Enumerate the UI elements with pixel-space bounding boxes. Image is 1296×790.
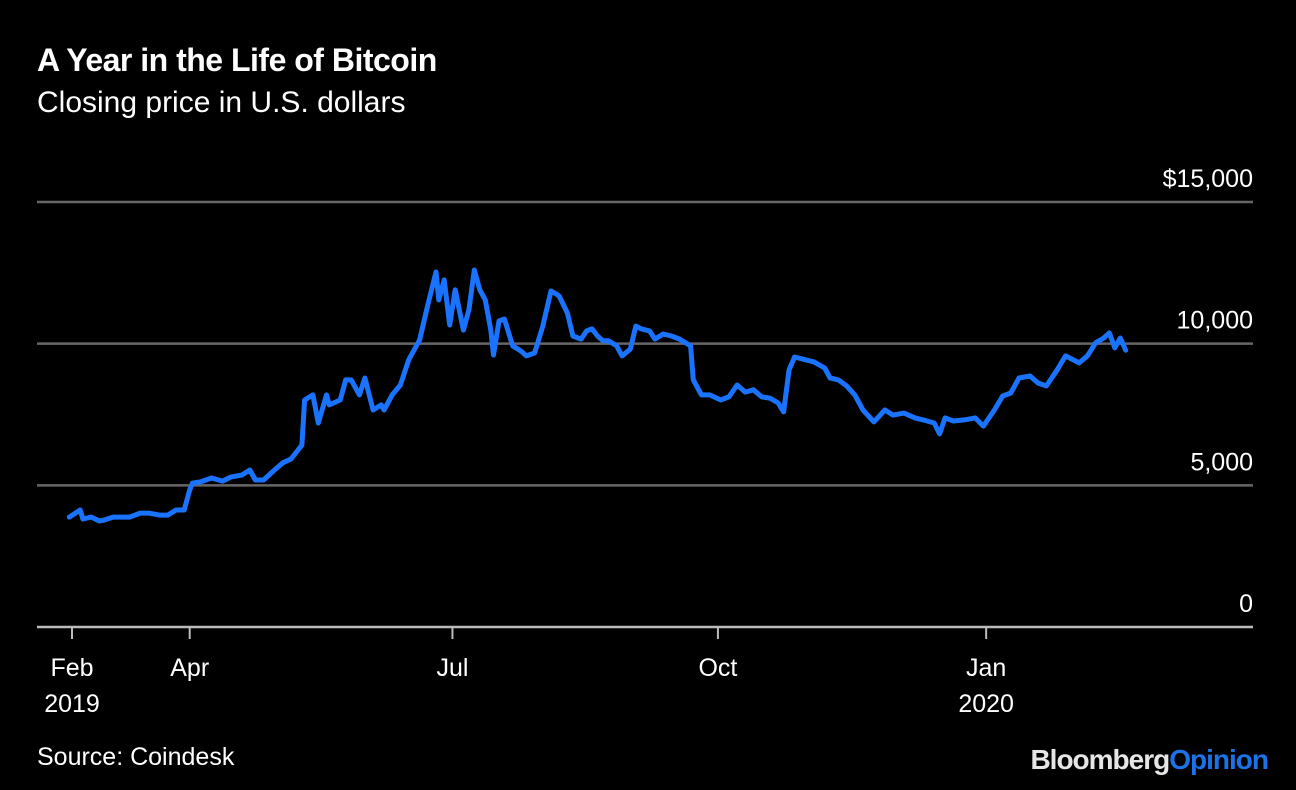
x-tick-year-label: 2019 [44,690,100,718]
logo-bloomberg: Bloomberg [1030,744,1170,775]
y-tick-label: 0 [1239,590,1253,618]
x-tick-label: Jul [436,654,468,682]
x-tick-label: Apr [170,654,209,682]
source-note: Source: Coindesk [37,743,235,771]
x-tick-year-label: 2020 [958,690,1014,718]
x-tick-label: Feb [50,654,93,682]
bloomberg-opinion-logo: BloombergOpinion [1030,744,1269,776]
x-tick-label: Oct [698,654,737,682]
x-axis: Feb 2019 Apr Jul Oct Jan 2020 [44,627,1014,718]
y-tick-label: $15,000 [1163,165,1253,193]
y-tick-label: 5,000 [1190,448,1253,476]
series-layer [66,267,1129,524]
chart-title: A Year in the Life of Bitcoin [37,42,437,78]
series-line-bitcoin [66,267,1129,524]
y-tick-label: 10,000 [1177,307,1253,335]
logo-opinion: Opinion [1169,744,1269,775]
x-tick-label: Jan [966,654,1006,682]
grid-lines [37,200,1253,629]
chart-subtitle: Closing price in U.S. dollars [37,86,406,119]
y-axis-ticks: $15,000 10,000 5,000 0 [1163,165,1253,618]
